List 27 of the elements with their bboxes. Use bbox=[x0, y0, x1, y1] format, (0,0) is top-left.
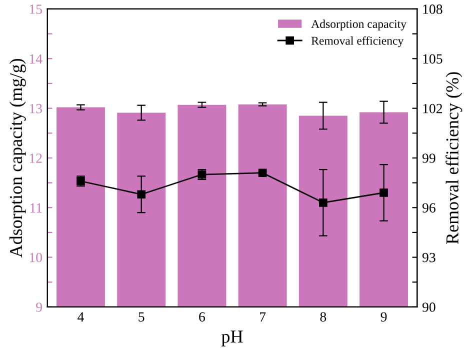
y-tick-label: 14 bbox=[30, 54, 42, 64]
y2-tick-label: 102 bbox=[423, 104, 442, 114]
y2-axis-title: Removal efficiency (%) bbox=[446, 72, 462, 244]
point bbox=[137, 190, 146, 199]
x-tick-label: 5 bbox=[138, 312, 144, 322]
y-tick-label: 11 bbox=[30, 203, 42, 212]
x-tick-label: 9 bbox=[380, 312, 387, 322]
y2-tick-label: 105 bbox=[423, 54, 442, 64]
y-tick-label: 15 bbox=[30, 4, 42, 14]
x-tick-label: 8 bbox=[320, 312, 326, 322]
point bbox=[319, 198, 328, 207]
legend-label: Removal efficiency bbox=[311, 36, 404, 48]
y2-tick-label: 93 bbox=[422, 252, 436, 262]
y2-tick-label: 99 bbox=[422, 154, 436, 163]
y-tick-label: 10 bbox=[30, 252, 42, 262]
x-axis-title: pH bbox=[222, 330, 243, 346]
y2-tick-label: 96 bbox=[422, 203, 436, 213]
legend-label: Adsorption capacity bbox=[311, 20, 406, 30]
x-tick-label: 6 bbox=[199, 312, 206, 322]
y-tick-label: 13 bbox=[30, 104, 42, 114]
x-tick-label: 4 bbox=[78, 312, 84, 322]
y-axis-title: Adsorption capacity (mg/g) bbox=[9, 58, 26, 258]
y2-tick-label: 90 bbox=[422, 302, 436, 312]
y2-tick-label: 108 bbox=[423, 4, 442, 14]
x-tick-label: 7 bbox=[260, 312, 266, 322]
y-tick-label: 9 bbox=[36, 302, 42, 312]
y-tick-label: 12 bbox=[30, 154, 42, 163]
